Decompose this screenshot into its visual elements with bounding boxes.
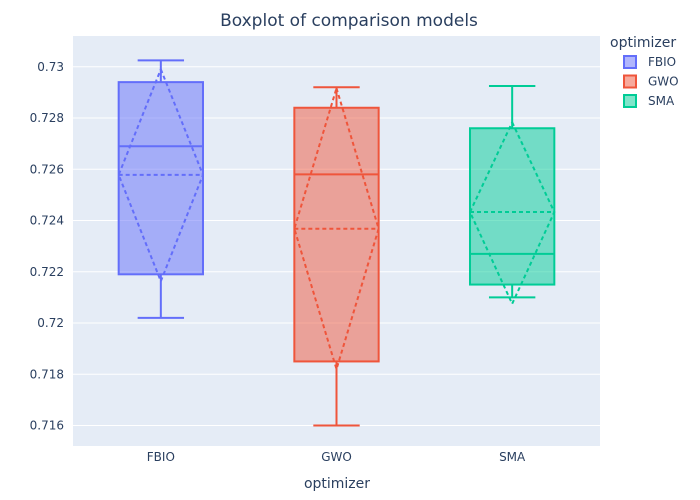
y-axis-ticks: 0.716 0.718 0.72 0.722 0.724 0.726 0.728 0.73 xyxy=(30,60,64,433)
legend-label: FBIO xyxy=(648,55,676,69)
legend-swatch xyxy=(623,94,637,108)
chart-title: Boxplot of comparison models xyxy=(220,11,478,31)
box-body xyxy=(293,106,380,363)
y-tick-label: 0.728 xyxy=(30,111,64,125)
legend-item-sma[interactable]: SMA xyxy=(623,94,675,108)
x-axis-title: optimizer xyxy=(304,476,370,492)
box-fbio[interactable] xyxy=(117,59,205,319)
y-tick-label: 0.72 xyxy=(37,316,64,330)
x-tick-label: GWO xyxy=(321,450,352,464)
y-tick-label: 0.722 xyxy=(30,265,64,279)
x-tick-label: SMA xyxy=(499,450,526,464)
box-gwo[interactable] xyxy=(293,84,380,427)
y-tick-label: 0.716 xyxy=(30,419,64,433)
sd-diamond xyxy=(117,66,205,284)
y-tick-label: 0.726 xyxy=(30,162,64,176)
box-body xyxy=(117,81,204,276)
legend-item-gwo[interactable]: GWO xyxy=(623,74,679,89)
box-series xyxy=(117,59,556,427)
legend-title: optimizer xyxy=(610,35,676,51)
legend-swatch xyxy=(623,55,637,69)
legend-label: GWO xyxy=(648,75,679,89)
x-axis-ticks: FBIO GWO SMA xyxy=(147,450,526,464)
y-tick-label: 0.73 xyxy=(37,60,64,74)
box-body xyxy=(469,127,556,286)
x-tick-label: FBIO xyxy=(147,450,175,464)
legend-items[interactable]: FBIO GWO SMA xyxy=(623,55,679,108)
y-tick-label: 0.718 xyxy=(30,367,64,381)
legend[interactable]: optimizer FBIO GWO SMA xyxy=(610,35,679,108)
legend-item-fbio[interactable]: FBIO xyxy=(623,55,676,69)
box-sma[interactable] xyxy=(468,84,556,307)
legend-swatch xyxy=(623,74,637,89)
y-tick-label: 0.724 xyxy=(30,214,64,228)
sd-diamond xyxy=(468,120,556,307)
legend-label: SMA xyxy=(648,94,675,108)
